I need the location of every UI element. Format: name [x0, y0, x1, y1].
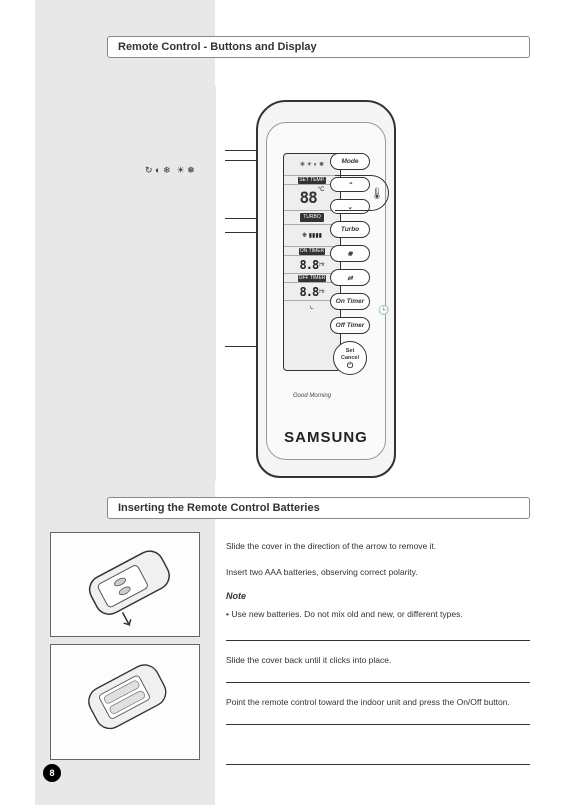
- remote-inner-panel: ❄ ☀ ◐ ❅ SET TEMP. 88 °C TURBO ❋ ▮▮▮▮ ON …: [266, 122, 386, 460]
- battery-compartment-image: [50, 644, 200, 760]
- rule-1: [226, 640, 530, 641]
- battery-svg-2: [60, 657, 190, 747]
- section-2-title: Inserting the Remote Control Batteries: [118, 502, 320, 514]
- samsung-logo: SAMSUNG: [258, 429, 394, 446]
- page-number: 8: [43, 764, 61, 782]
- thermometer-icon: 🌡: [370, 187, 384, 200]
- swing-button[interactable]: ⇄: [330, 269, 370, 286]
- set-cancel-button[interactable]: Set Cancel ⏻: [333, 341, 367, 375]
- rule-4: [226, 764, 530, 765]
- note-row: Note: [226, 590, 526, 602]
- rule-2: [226, 682, 530, 683]
- fan-button[interactable]: ❋: [330, 245, 370, 262]
- temp-bracket: 🌡: [335, 175, 389, 211]
- callout-mode-icons: ↻ ◐ ❄ ☀ ❅: [145, 165, 200, 176]
- battery-remove-cover-image: [50, 532, 200, 637]
- step-1-text: Slide the cover in the direction of the …: [226, 540, 526, 552]
- rule-3: [226, 724, 530, 725]
- off-timer-button[interactable]: Off Timer: [330, 317, 370, 334]
- step-2-text: Insert two AAA batteries, observing corr…: [226, 566, 526, 578]
- on-timer-button[interactable]: On Timer: [330, 293, 370, 310]
- section-header-remote: Remote Control - Buttons and Display: [107, 36, 530, 58]
- battery-svg-1: [60, 540, 190, 630]
- clock-icon: 🕒: [378, 305, 389, 316]
- note-label: Note: [226, 591, 246, 601]
- good-morning-label: Good Morning: [283, 393, 341, 399]
- note-text: • Use new batteries. Do not mix old and …: [226, 608, 526, 620]
- step-4-text: Point the remote control toward the indo…: [226, 696, 526, 708]
- mode-button[interactable]: Mode: [330, 153, 370, 170]
- remote-illustration-gray: [98, 86, 216, 481]
- section-header-batteries: Inserting the Remote Control Batteries: [107, 497, 530, 519]
- remote-control: ❄ ☀ ◐ ❅ SET TEMP. 88 °C TURBO ❋ ▮▮▮▮ ON …: [256, 100, 396, 478]
- step-3-text: Slide the cover back until it clicks int…: [226, 654, 526, 666]
- turbo-button[interactable]: Turbo: [330, 221, 370, 238]
- section-1-title: Remote Control - Buttons and Display: [118, 41, 317, 53]
